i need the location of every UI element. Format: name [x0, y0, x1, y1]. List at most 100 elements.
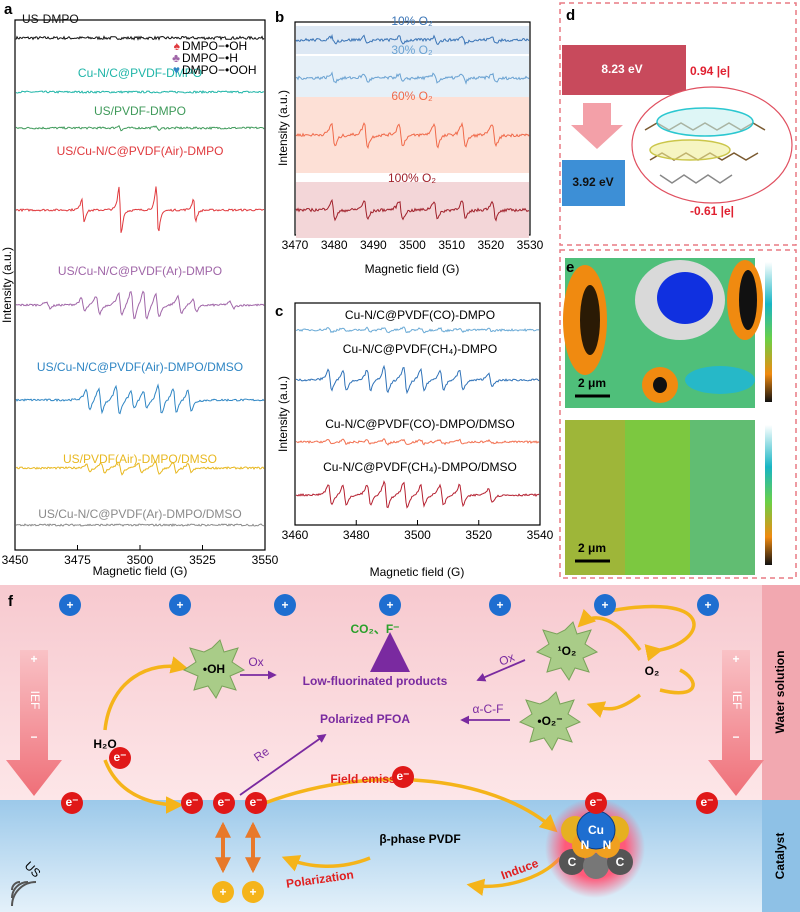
x-tick-label: 3490 [360, 238, 387, 252]
legend-label: DMPO−•H [182, 51, 238, 65]
electron [392, 766, 414, 788]
panel-e-frame [559, 249, 797, 579]
trace-label: US/PVDF(Air)-DMPO/DMSO [63, 452, 217, 466]
trace-label: 100% O₂ [388, 171, 436, 185]
product-label: CO₂、F⁻ [351, 622, 400, 636]
x-tick-label: 3540 [527, 528, 554, 542]
ief-sign: − [732, 730, 739, 744]
scale-bar-label: 2 μm [578, 376, 606, 390]
panel-label: d [566, 7, 575, 24]
electron [61, 792, 83, 814]
dipole-arrows [215, 821, 261, 874]
atom-label: C [616, 855, 625, 869]
charge-label: -0.61 |e| [690, 204, 734, 218]
cation [489, 594, 511, 616]
x-tick-label: 3530 [517, 238, 544, 252]
electron-label: e⁻ [217, 795, 230, 809]
spectrum [295, 326, 540, 334]
atom-label: N [603, 838, 612, 852]
x-tick-label: 3525 [189, 553, 216, 567]
pathway-label: Ox [248, 655, 263, 669]
cation [59, 594, 81, 616]
energy-label: 3.92 eV [572, 175, 613, 189]
x-tick-label: 3460 [282, 528, 309, 542]
hole [212, 881, 234, 903]
side-band [762, 800, 800, 912]
structure [644, 107, 766, 184]
cation-sign: + [496, 598, 503, 612]
ief-sign: + [732, 652, 739, 666]
trace-label: Cu-N/C@PVDF(CH₄)-DMPO/DMSO [323, 460, 517, 474]
electron-label: e⁻ [65, 795, 78, 809]
kpfm-image [563, 258, 772, 575]
spectrum [15, 186, 265, 233]
panel-d-frame [559, 2, 797, 246]
region-label: Water solution [773, 651, 787, 734]
trace-label: US/Cu-N/C@PVDF(Ar)-DMPO [58, 264, 222, 278]
trace-label: 30% O₂ [391, 43, 433, 57]
x-tick-label: 3550 [252, 553, 279, 567]
band [296, 26, 529, 54]
species-label: ¹O₂ [558, 644, 577, 658]
x-axis-label: Magnetic field (G) [370, 565, 465, 579]
x-tick-label: 3475 [64, 553, 91, 567]
catalyst-cluster [545, 792, 645, 898]
us-waves [11, 881, 37, 907]
side-band [762, 585, 800, 800]
cation [697, 594, 719, 616]
material-label: β-phase PVDF [379, 832, 460, 846]
trace-label: Cu-N/C@PVDF-DMPO [78, 66, 202, 80]
pathway-label: Ox [497, 650, 516, 669]
electron-label: e⁻ [396, 769, 409, 783]
cation-sign: + [601, 598, 608, 612]
scale-bar-label: 2 μm [578, 541, 606, 555]
ief-label: IEF [28, 691, 42, 710]
ief-sign: − [30, 730, 37, 744]
spectrum [15, 35, 265, 41]
cation-sign: + [704, 598, 711, 612]
legend-marker: ♥ [173, 63, 180, 77]
cation [169, 594, 191, 616]
trace-label: US/Cu-N/C@PVDF(Air)-DMPO/DMSO [37, 360, 243, 374]
cation [594, 594, 616, 616]
trace-label: US/Cu-N/C@PVDF(Ar)-DMPO/DMSO [38, 507, 242, 521]
species-label: H₂O [93, 737, 116, 751]
spectrum [15, 125, 265, 132]
axes-frame [14, 19, 266, 551]
product-label: Low-fluorinated products [303, 674, 448, 688]
legend-label: DMPO−•OOH [182, 63, 257, 77]
species-label: •OH [203, 662, 225, 676]
ief-sign: + [30, 652, 37, 666]
spectrum [295, 71, 530, 85]
ief-arrow [708, 650, 764, 796]
panel-label: c [275, 303, 283, 320]
panel-label: e [566, 259, 574, 276]
electron [109, 747, 131, 769]
panel-label: f [8, 593, 14, 610]
radical-bursts [182, 621, 599, 751]
spectrum [295, 480, 540, 509]
x-tick-label: 3520 [465, 528, 492, 542]
spectrum [295, 33, 530, 46]
x-axis-label: Magnetic field (G) [365, 262, 460, 276]
legend-marker: ♣ [172, 51, 180, 65]
panel-label: b [275, 9, 284, 26]
spectrum [15, 89, 265, 95]
x-tick-label: 3500 [399, 238, 426, 252]
electron-label: e⁻ [113, 750, 126, 764]
x-tick-label: 3480 [321, 238, 348, 252]
panel-label: a [4, 1, 13, 18]
atom-label: Cu [588, 823, 604, 837]
spectrum [295, 364, 540, 395]
atom-label: C [568, 855, 577, 869]
catalyst-region [0, 800, 800, 912]
trace-label: Cu-N/C@PVDF(CO)-DMPO [345, 308, 495, 322]
spectrum [295, 121, 530, 150]
ief-label: IEF [730, 691, 744, 710]
x-tick-label: 3520 [477, 238, 504, 252]
species-label: O₂ [645, 664, 660, 678]
hole-sign: + [249, 885, 256, 899]
cation-sign: + [66, 598, 73, 612]
electron [696, 792, 718, 814]
